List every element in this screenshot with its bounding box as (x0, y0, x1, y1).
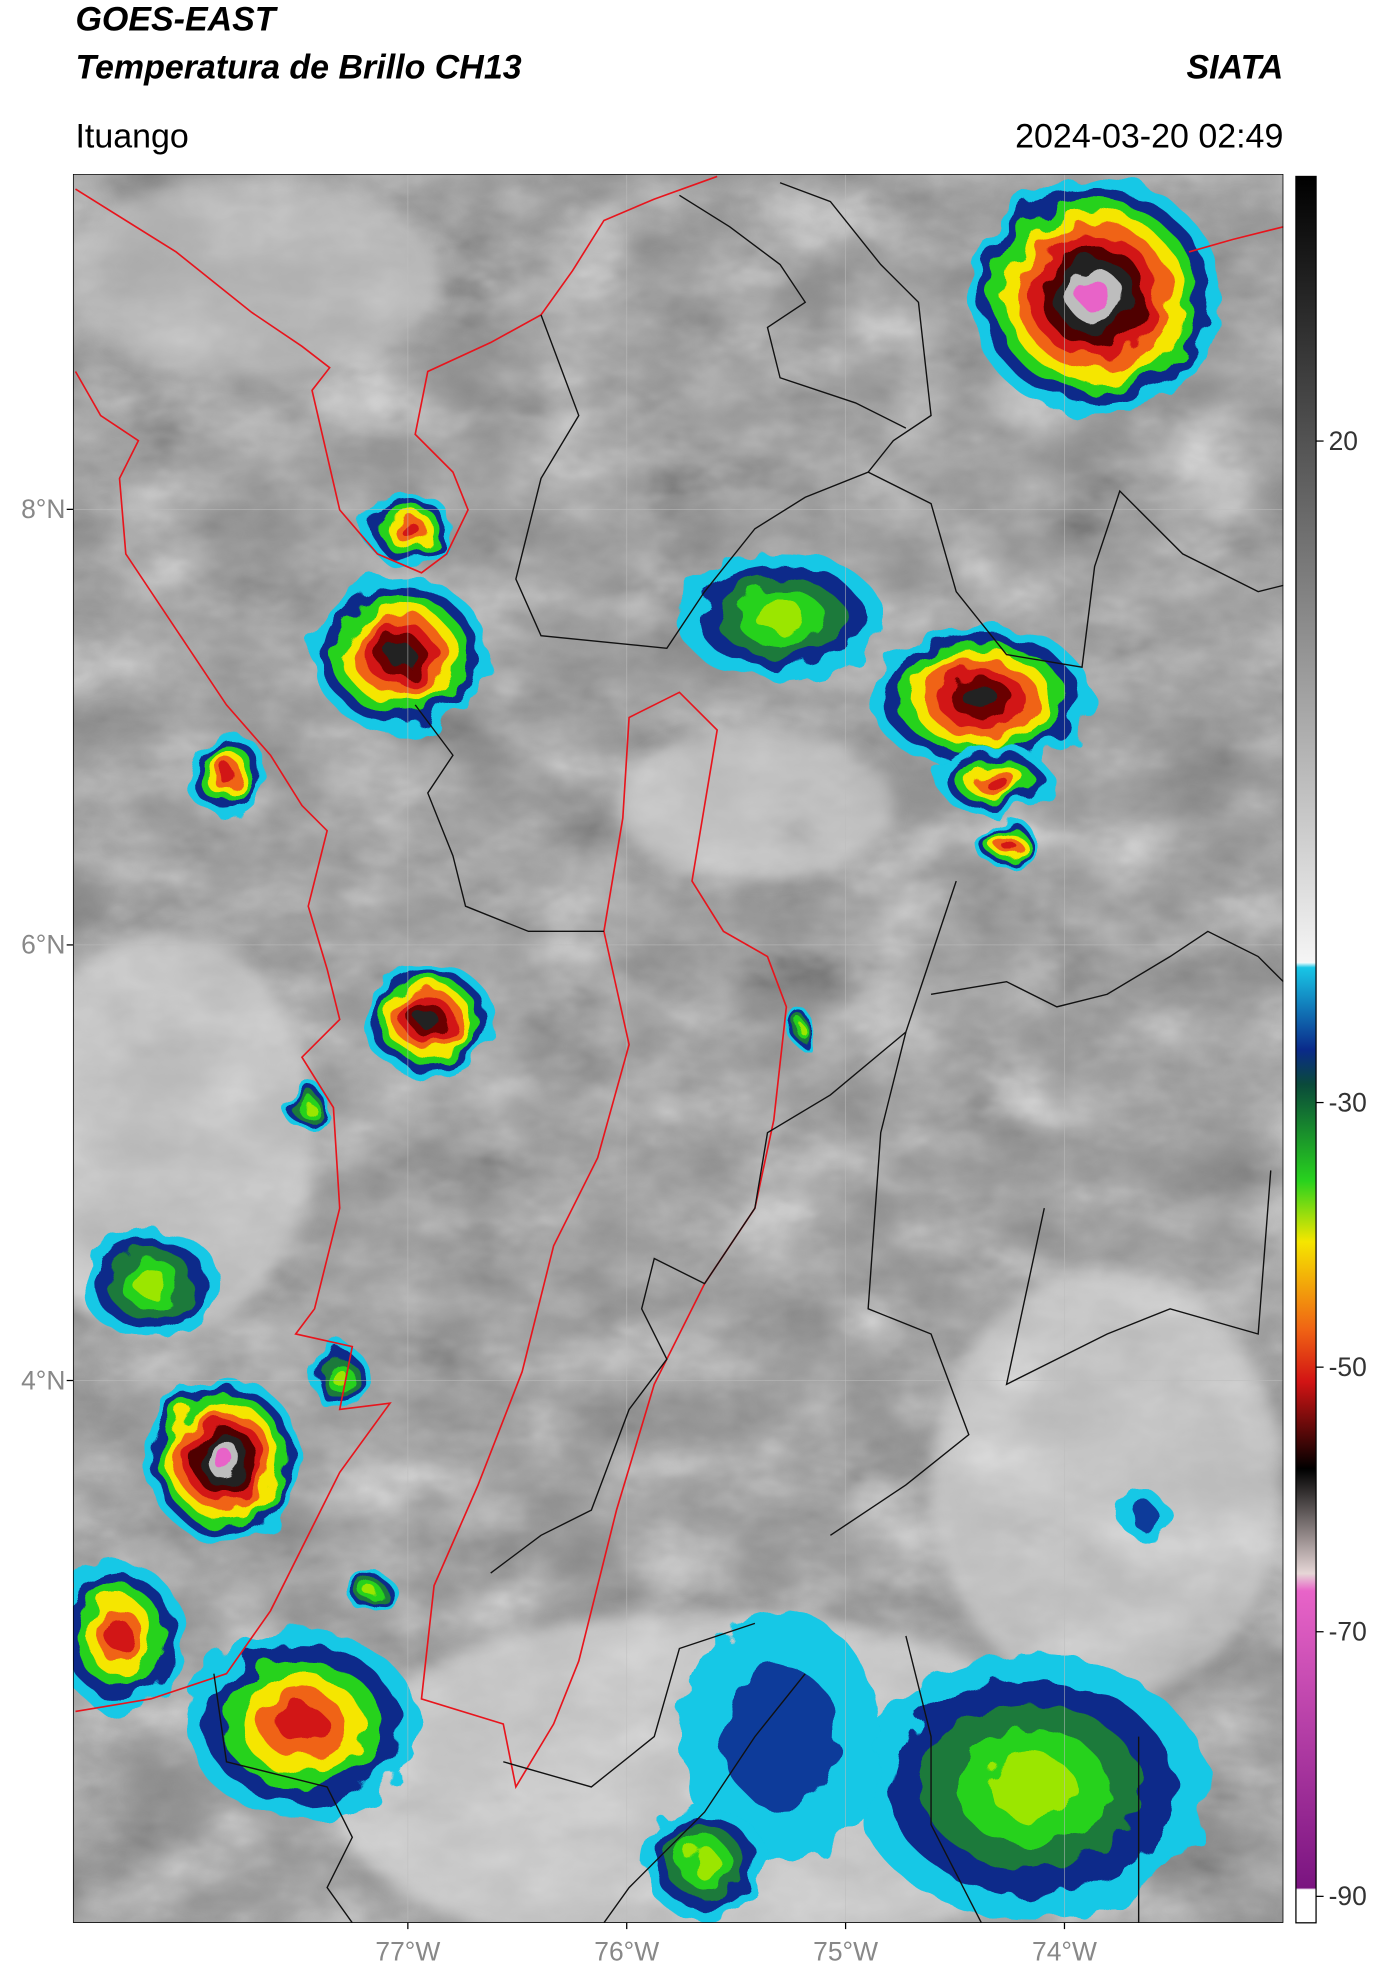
x-tick-label: 77°W (375, 1937, 440, 1967)
storm-cell (364, 491, 453, 567)
colorbar-ramp (1295, 175, 1317, 1924)
border-line (420, 691, 788, 1790)
title: GOES-EAST (75, 1, 278, 39)
storm-layer (278, 1704, 326, 1744)
boundary-line (515, 182, 932, 650)
storm-cell (870, 625, 1093, 772)
storm-cell (312, 576, 489, 733)
storm-cell (312, 1342, 368, 1414)
department-borders (213, 182, 1284, 1923)
storm-layer (417, 1010, 439, 1029)
storm-cell (145, 1378, 302, 1542)
storm-cell (641, 1805, 768, 1920)
boundary-line (679, 194, 907, 429)
storm-layer (754, 601, 806, 633)
storm-layer (1130, 1503, 1160, 1530)
storm-cell (676, 553, 884, 680)
storm-layer (795, 1021, 803, 1031)
subtitle: Temperatura de Brillo CH13 (75, 48, 521, 86)
storm-cell (285, 1082, 331, 1133)
boundary-line (1005, 1170, 1272, 1386)
storm-layer (365, 1586, 377, 1598)
storm-cell (855, 1654, 1208, 1920)
storm-layer (332, 1369, 347, 1387)
storm-cell (786, 1006, 812, 1045)
grid (72, 173, 1284, 1923)
boundary-line (414, 704, 604, 933)
storm-cell (975, 818, 1038, 869)
colorbar-tick-label: -70 (1329, 1617, 1367, 1647)
map-axes: 77°W 76°W 75°W 74°W 8°N 6°N 4°N (21, 494, 1097, 1966)
storm-cell (72, 1560, 183, 1712)
storm-cell (968, 176, 1221, 416)
storm-layer (134, 1269, 168, 1298)
boundary-line (603, 1673, 806, 1923)
boundary-line (503, 1622, 756, 1788)
national-borders (74, 175, 1284, 1790)
boundary-line (867, 471, 1284, 668)
y-tick-label: 8°N (21, 494, 65, 524)
boundary-line (830, 1031, 970, 1536)
source: SIATA (1186, 48, 1283, 86)
storm-layer (399, 520, 418, 537)
border-line (1188, 225, 1284, 253)
storm-cell (348, 1569, 394, 1615)
x-tick-label: 75°W (813, 1937, 878, 1967)
colorbar: 20 -30 -50 -70 -90 (1295, 175, 1367, 1924)
x-tick-label: 76°W (594, 1937, 659, 1967)
y-tick-label: 4°N (21, 1365, 65, 1395)
storm-layer (1078, 280, 1111, 312)
border-line (75, 175, 718, 574)
colorbar-tick-label: -90 (1329, 1881, 1367, 1911)
location: Ituango (75, 118, 188, 156)
storm-layer (964, 687, 999, 711)
colorbar-tick-label: -30 (1329, 1087, 1367, 1117)
map-area (72, 173, 1284, 1923)
boundary-line (930, 930, 1284, 1008)
storm-cell (362, 961, 494, 1078)
storm-layer (218, 765, 235, 784)
storm-layer (689, 1848, 721, 1877)
storm-layer (723, 1665, 837, 1808)
boundary-line (490, 880, 957, 1574)
y-tick-label: 6°N (21, 930, 65, 960)
storm-cell (1119, 1493, 1171, 1540)
colorbar-tick-label: -50 (1329, 1352, 1367, 1382)
storm-cell (679, 1610, 881, 1863)
storm-layer (386, 642, 414, 667)
storm-cell (937, 745, 1051, 816)
border-line (74, 371, 392, 1713)
boundary-line (213, 1673, 354, 1923)
storm-layer (1000, 838, 1014, 849)
storm-cells (72, 176, 1221, 1920)
storm-cell (81, 1227, 221, 1341)
storm-layer (106, 1620, 133, 1652)
storm-layer (982, 773, 1006, 788)
storm-layer (302, 1101, 314, 1114)
x-tick-label: 74°W (1032, 1937, 1097, 1967)
storm-layer (214, 1449, 234, 1471)
colorbar-tick-label: 20 (1329, 426, 1358, 456)
boundary-line (905, 1635, 982, 1923)
storm-cell (186, 1629, 418, 1819)
datetime: 2024-03-20 02:49 (1015, 118, 1283, 156)
storm-cell (186, 730, 267, 819)
storm-layer (988, 1754, 1075, 1820)
